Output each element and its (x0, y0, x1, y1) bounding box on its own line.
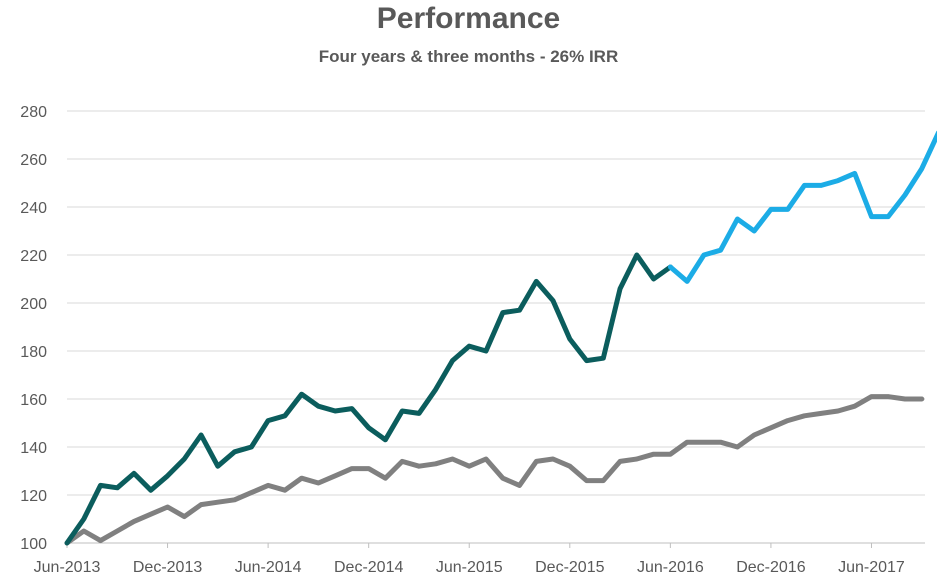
series-line-0 (64, 252, 673, 546)
y-tick-label: 280 (20, 104, 47, 121)
x-tick-label: Dec-2016 (736, 559, 805, 576)
x-tick-label: Dec-2014 (334, 559, 403, 576)
y-tick-label: 180 (20, 344, 47, 361)
x-tick-label: Dec-2013 (133, 559, 202, 576)
series-line-2 (64, 394, 925, 546)
y-tick-label: 240 (20, 200, 47, 217)
y-tick-label: 140 (20, 440, 47, 457)
x-tick-label: Jun-2015 (436, 559, 503, 576)
y-tick-label: 160 (20, 392, 47, 409)
y-tick-label: 220 (20, 248, 47, 265)
x-tick-label: Jun-2014 (235, 559, 302, 576)
y-tick-label: 120 (20, 488, 47, 505)
y-tick-label: 260 (20, 152, 47, 169)
x-tick-label: Jun-2017 (838, 559, 905, 576)
series-line-1 (667, 130, 937, 284)
y-tick-label: 200 (20, 296, 47, 313)
chart-title: Performance (376, 2, 561, 35)
x-tick-label: Dec-2015 (535, 559, 604, 576)
y-tick-label: 100 (20, 536, 47, 553)
chart-subtitle: Four years & three months - 26% IRR (318, 47, 619, 66)
x-tick-label: Jun-2016 (637, 559, 704, 576)
x-tick-label: Jun-2013 (34, 559, 101, 576)
